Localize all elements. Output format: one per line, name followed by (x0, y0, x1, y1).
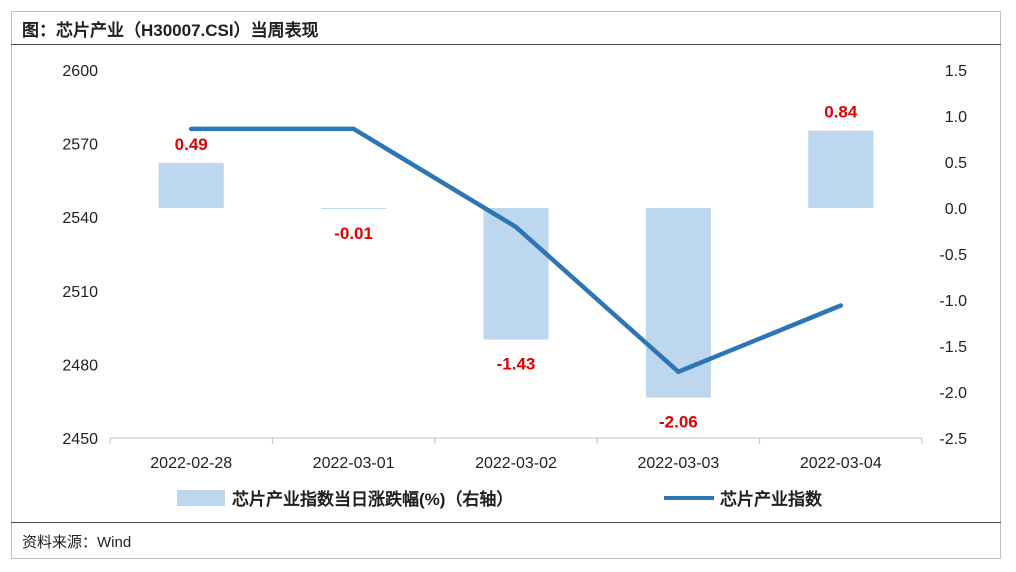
x-tick-label: 2022-03-01 (313, 455, 395, 472)
bar-value-label: -0.01 (334, 224, 373, 243)
right-tick-label: -2.0 (939, 385, 967, 402)
legend-label-line: 芯片产业指数 (720, 489, 823, 509)
right-tick-label: -1.5 (939, 339, 967, 356)
source-note: 资料来源：Wind (22, 534, 132, 551)
bar (158, 162, 224, 208)
left-tick-label: 2480 (62, 357, 98, 374)
left-tick-label: 2510 (62, 284, 98, 301)
chart-title: 图：芯片产业（H30007.CSI）当周表现 (22, 21, 319, 40)
x-tick-label: 2022-03-03 (637, 455, 719, 472)
left-tick-label: 2540 (62, 210, 98, 227)
bar (321, 208, 387, 209)
left-tick-label: 2450 (62, 431, 98, 448)
bar-data-labels: 0.49 -0.01 -1.43 -2.06 0.84 (175, 103, 858, 432)
title-divider (11, 44, 1001, 45)
x-tick-label: 2022-02-28 (150, 455, 232, 472)
right-tick-label: 1.5 (945, 63, 967, 80)
right-tick-label: -1.0 (939, 293, 967, 310)
right-tick-label: -2.5 (939, 431, 967, 448)
bar-series (158, 130, 874, 398)
bar-value-label: 0.84 (824, 103, 858, 122)
bar-value-label: -2.06 (659, 413, 698, 432)
x-tick-label: 2022-03-04 (800, 455, 882, 472)
chart-frame (11, 11, 1001, 559)
right-tick-label: 0.5 (945, 155, 967, 172)
bar (645, 208, 711, 398)
left-tick-label: 2570 (62, 137, 98, 154)
bar-value-label: -1.43 (497, 355, 536, 374)
x-tick-label: 2022-03-02 (475, 455, 557, 472)
bar-value-label: 0.49 (175, 135, 208, 154)
right-tick-label: 0.0 (945, 201, 967, 218)
x-axis: 2022-02-28 2022-03-01 2022-03-02 2022-03-03… (109, 438, 923, 472)
line-series (188, 126, 844, 375)
legend: 芯片产业指数当日涨跌幅(%)（右轴） 芯片产业指数 (177, 489, 823, 509)
right-axis: 1.5 1.0 0.5 0.0 -0.5 -1.0 -1.5 -2.0 -2.5 (939, 63, 967, 448)
source-divider (11, 522, 1001, 523)
right-tick-label: 1.0 (945, 109, 967, 126)
right-tick-label: -0.5 (939, 247, 967, 264)
bar (808, 130, 874, 208)
legend-swatch-bar (177, 490, 225, 506)
left-axis: 2600 2570 2540 2510 2480 2450 (62, 63, 98, 448)
left-tick-label: 2600 (62, 63, 98, 80)
legend-label-bar: 芯片产业指数当日涨跌幅(%)（右轴） (232, 489, 513, 509)
